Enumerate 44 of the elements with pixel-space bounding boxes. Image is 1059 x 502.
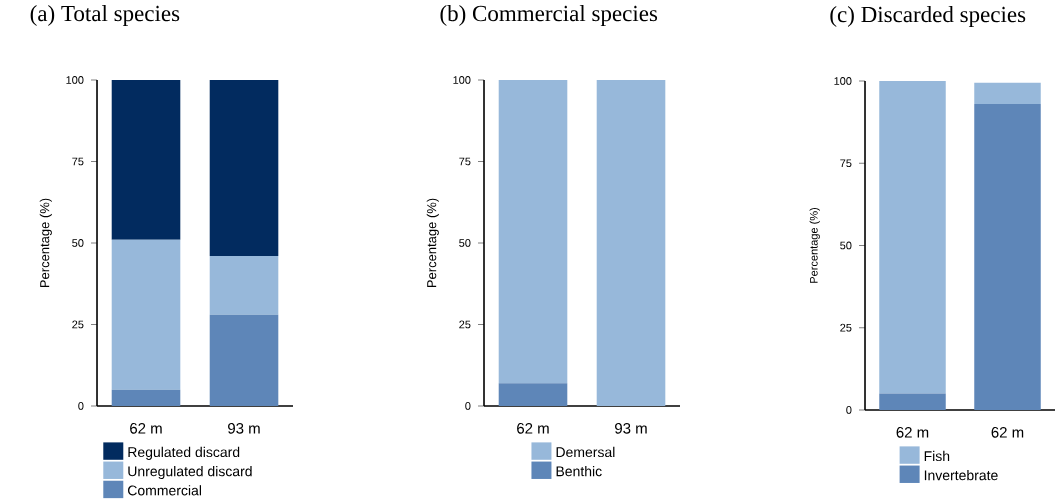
y-axis-title: Percentage (%)	[809, 207, 820, 283]
chart-title: (a) Total species	[30, 5, 180, 26]
x-tick-label: 62 m	[130, 423, 162, 434]
y-tick-label: 50	[840, 241, 852, 250]
bar	[209, 79, 279, 257]
bar	[879, 393, 946, 410]
y-tick-label: 75	[840, 159, 852, 168]
y-tick-label: 100	[834, 77, 852, 85]
y-tick-label: 25	[459, 320, 471, 329]
y-axis-title: Percentage (%)	[426, 198, 439, 288]
y-tick-label: 0	[78, 402, 84, 410]
y-tick-label: 75	[459, 157, 471, 166]
bar	[111, 239, 181, 390]
chart-title: (c) Discarded species	[830, 6, 1026, 27]
bar	[209, 256, 279, 315]
bar	[974, 104, 1041, 410]
y-tick-label: 50	[72, 239, 84, 247]
chart-title: (b) Commercial species	[440, 5, 658, 26]
y-tick-label: 75	[72, 157, 84, 166]
y-tick-label: 25	[840, 323, 852, 332]
legend-label: Benthic	[556, 466, 602, 477]
x-tick-label: 93 m	[228, 423, 260, 434]
y-tick-label: 100	[453, 76, 471, 84]
x-tick-label: 62 m	[517, 423, 549, 434]
y-tick-label: 25	[72, 320, 84, 329]
y-tick-label: 100	[66, 76, 84, 84]
bar	[974, 82, 1041, 105]
legend-label: Unregulated discard	[128, 466, 252, 480]
legend-label: Regulated discard	[128, 446, 240, 460]
y-axis-title: Percentage (%)	[39, 198, 52, 288]
legend-label: Fish	[924, 450, 950, 462]
legend-label: Commercial	[128, 485, 202, 496]
bar	[879, 80, 946, 394]
legend-label: Demersal	[556, 446, 615, 458]
x-tick-label: 62 m	[896, 427, 929, 438]
x-tick-label: 93 m	[615, 423, 647, 434]
x-tick-label: 62 m	[991, 427, 1024, 438]
bar	[209, 314, 279, 406]
bar	[111, 389, 181, 406]
y-tick-label: 50	[459, 239, 471, 247]
y-tick-label: 0	[465, 402, 471, 410]
y-tick-label: 0	[846, 406, 852, 414]
bar	[111, 79, 181, 240]
legend-label: Invertebrate	[924, 470, 998, 481]
